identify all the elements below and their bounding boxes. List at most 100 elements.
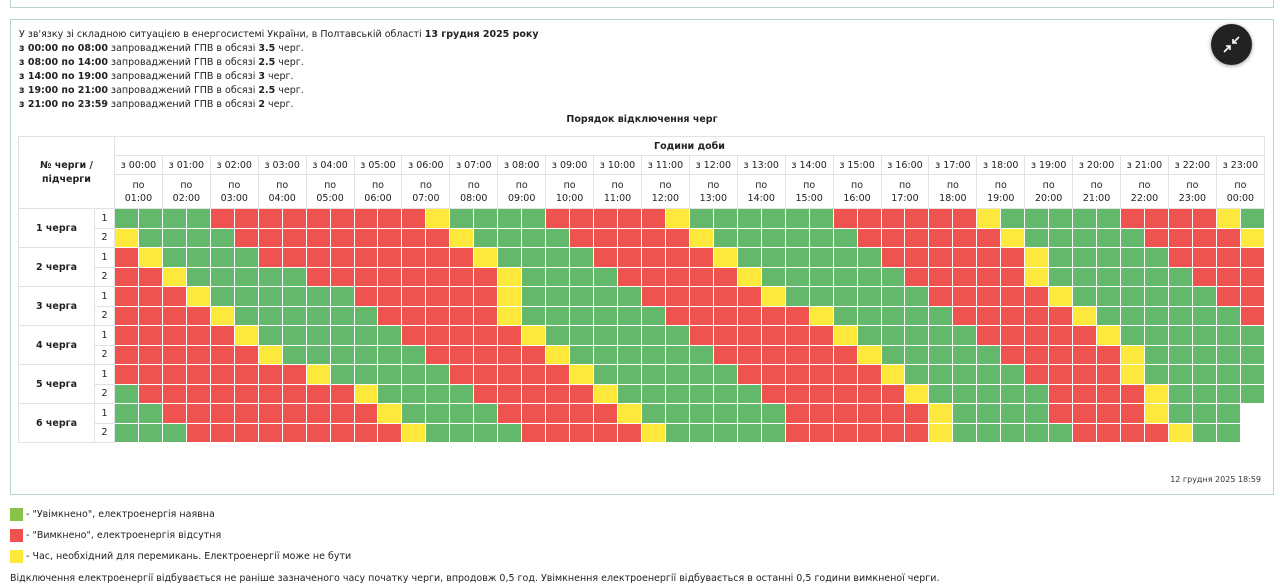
hour-to-label: по 20:00 xyxy=(1024,174,1074,209)
halfhour-cell-switching xyxy=(377,403,403,424)
halfhour-cell-on xyxy=(712,383,738,404)
halfhour-cell-switching xyxy=(832,325,858,346)
halfhour-cell-on xyxy=(233,266,259,287)
halfhour-cell-off xyxy=(1000,305,1026,326)
halfhour-cell-on xyxy=(1143,344,1169,365)
halfhour-cell-on xyxy=(161,227,187,248)
halfhour-cell-switching xyxy=(473,247,499,268)
halfhour-cell-on xyxy=(497,208,523,229)
halfhour-cell-on xyxy=(401,403,427,424)
halfhour-cell-off xyxy=(904,208,930,229)
halfhour-cell-off xyxy=(808,422,834,443)
halfhour-cell-off xyxy=(257,383,283,404)
queue-row: 2 xyxy=(19,227,1266,248)
subqueue-label: 2 xyxy=(94,227,115,248)
hour-from-label: з 19:00 xyxy=(1024,155,1074,175)
period-line: з 19:00 по 21:00 запроваджений ГПВ в обс… xyxy=(19,84,539,98)
to-prefix: по xyxy=(1042,179,1055,191)
halfhour-cell-on xyxy=(425,403,451,424)
halfhour-cell-on xyxy=(114,403,139,424)
to-time: 16:00 xyxy=(843,192,871,204)
halfhour-cell-off xyxy=(1048,403,1074,424)
halfhour-cell-switching xyxy=(664,208,690,229)
halfhour-cell-off xyxy=(1120,422,1145,443)
halfhour-cell-on xyxy=(569,286,595,307)
halfhour-cell-on xyxy=(377,344,403,365)
halfhour-cell-on xyxy=(1096,305,1122,326)
halfhour-cell-off xyxy=(928,286,954,307)
halfhour-cell-on xyxy=(233,247,259,268)
halfhour-cell-on xyxy=(1167,364,1193,385)
halfhour-cell-off xyxy=(521,403,547,424)
halfhour-cell-off xyxy=(209,344,235,365)
queue-row: 2 xyxy=(19,422,1265,443)
halfhour-cell-off xyxy=(688,305,714,326)
halfhour-cell-off xyxy=(904,266,930,287)
subqueue-label: 1 xyxy=(94,286,115,307)
halfhour-cell-on xyxy=(329,286,355,307)
halfhour-cell-on xyxy=(257,266,283,287)
updated-timestamp: 12 грудня 2025 18:59 xyxy=(1170,475,1261,484)
halfhour-cell-on xyxy=(497,247,523,268)
halfhour-cell-off xyxy=(1239,247,1266,268)
halfhour-cell-off xyxy=(832,403,858,424)
hour-to-label: по 07:00 xyxy=(401,174,451,209)
halfhour-cell-off xyxy=(281,247,307,268)
halfhour-cell-on xyxy=(593,364,619,385)
halfhour-cell-on xyxy=(257,286,283,307)
halfhour-cell-off xyxy=(401,286,427,307)
halfhour-cell-off xyxy=(497,383,523,404)
halfhour-cell-off xyxy=(593,403,619,424)
period-text: запроваджений ГПВ в обсязі xyxy=(111,43,256,54)
halfhour-cell-switching xyxy=(760,286,786,307)
halfhour-cell-on xyxy=(1048,247,1074,268)
halfhour-cell-on xyxy=(832,286,858,307)
halfhour-cell-off xyxy=(1048,325,1074,346)
halfhour-cell-off xyxy=(1048,364,1074,385)
halfhour-cell-off xyxy=(473,286,499,307)
halfhour-cell-off xyxy=(281,208,307,229)
halfhour-cell-off xyxy=(353,247,379,268)
halfhour-cell-on xyxy=(233,286,259,307)
queue-name: 1 черга xyxy=(18,208,95,248)
halfhour-cell-on xyxy=(257,305,283,326)
halfhour-cell-on xyxy=(784,227,810,248)
halfhour-cell-off xyxy=(736,325,762,346)
to-time: 03:00 xyxy=(220,192,248,204)
halfhour-cell-off xyxy=(976,325,1002,346)
halfhour-cell-off xyxy=(377,247,403,268)
halfhour-cell-off xyxy=(305,227,331,248)
period-amount: 2 xyxy=(258,99,265,110)
halfhour-cell-on xyxy=(1120,305,1145,326)
halfhour-cell-off xyxy=(880,422,906,443)
halfhour-cell-switching xyxy=(617,403,642,424)
halfhour-cell-on xyxy=(305,344,331,365)
period-amount: 2.5 xyxy=(258,57,276,68)
halfhour-cell-off xyxy=(784,305,810,326)
halfhour-cell-switching xyxy=(1120,344,1145,365)
queue-name: 6 черга xyxy=(18,403,95,443)
halfhour-cell-off xyxy=(664,266,690,287)
halfhour-cell-on xyxy=(712,227,738,248)
halfhour-cell-off xyxy=(425,247,451,268)
period-text: запроваджений ГПВ в обсязі xyxy=(111,99,256,110)
halfhour-cell-off xyxy=(401,247,427,268)
halfhour-cell-off xyxy=(1239,305,1266,326)
halfhour-cell-off xyxy=(449,305,475,326)
to-time: 05:00 xyxy=(316,192,344,204)
halfhour-cell-off xyxy=(1024,286,1050,307)
halfhour-cell-on xyxy=(640,383,666,404)
to-time: 10:00 xyxy=(555,192,584,204)
halfhour-cell-on xyxy=(521,266,547,287)
halfhour-cell-on xyxy=(808,227,834,248)
hour-from-label: з 04:00 xyxy=(305,155,355,175)
collapse-button[interactable] xyxy=(1211,24,1252,65)
halfhour-cell-on xyxy=(976,344,1002,365)
halfhour-cell-on xyxy=(928,364,954,385)
halfhour-cell-on xyxy=(1215,305,1241,326)
halfhour-cell-on xyxy=(377,364,403,385)
to-time: 18:00 xyxy=(939,192,967,204)
halfhour-cell-off xyxy=(329,403,355,424)
halfhour-cell-off xyxy=(257,247,283,268)
to-prefix: по xyxy=(1138,179,1151,191)
